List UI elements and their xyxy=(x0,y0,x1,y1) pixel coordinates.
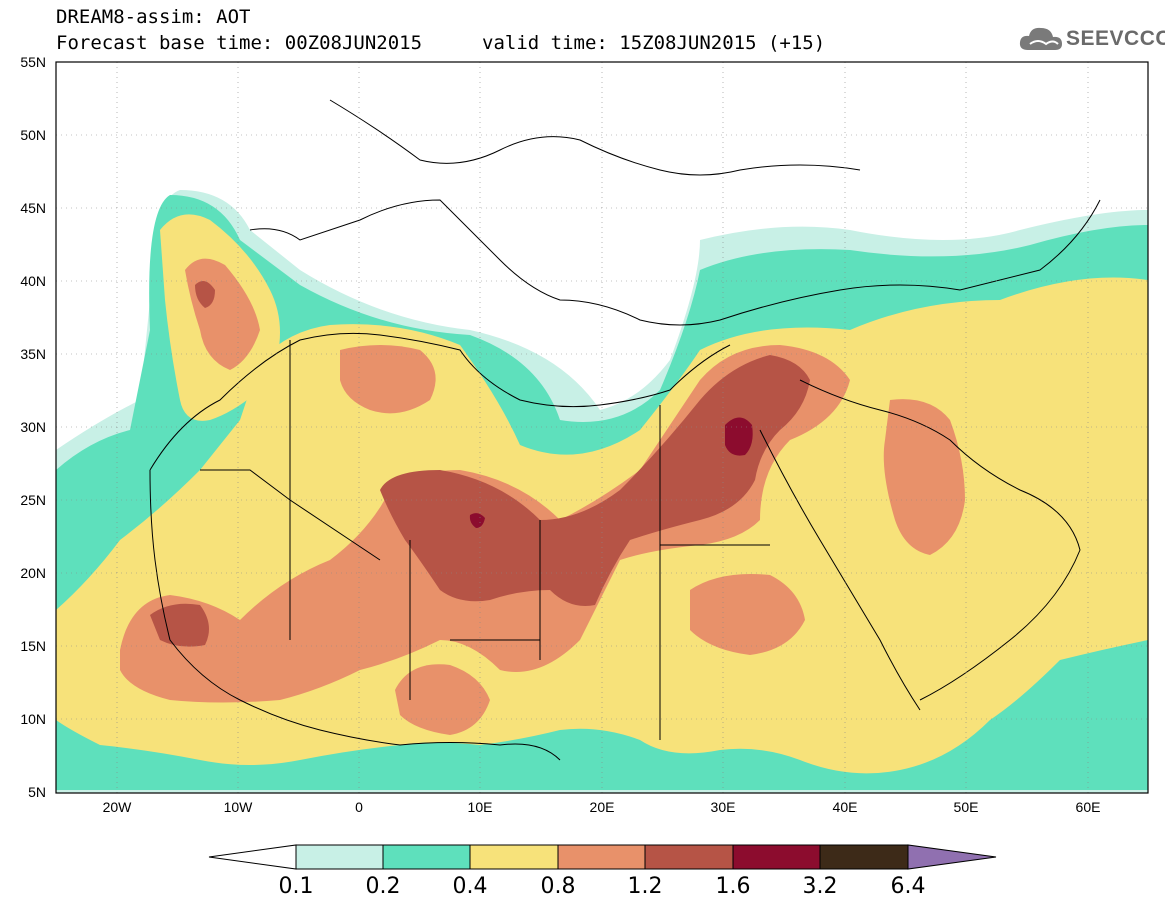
lon-tick-0: 0 xyxy=(355,799,363,815)
aot-contour-1.2-iberia xyxy=(195,281,215,308)
coastline-west-africa xyxy=(149,469,561,761)
aot-contour-1.2-senegal xyxy=(150,603,209,647)
lat-tick-45n: 45N xyxy=(20,200,46,216)
aot-contour-1.2 xyxy=(380,355,810,606)
colorbar-max-arrow xyxy=(907,844,997,870)
coastline-north-africa xyxy=(149,332,731,471)
country-borders xyxy=(149,99,1101,761)
lon-tick-20e: 20E xyxy=(590,799,615,815)
lon-tick-40e: 40E xyxy=(833,799,858,815)
colorbar-bin-1.2-1.6 xyxy=(644,844,734,870)
lon-tick-10w: 10W xyxy=(224,799,254,815)
gridlines xyxy=(56,62,1148,793)
colorbar-label-0.8: 0.8 xyxy=(541,874,576,899)
lat-tick-55n: 55N xyxy=(20,54,46,70)
colorbar-bin-0.2-0.4 xyxy=(382,844,471,870)
lat-tick-40n: 40N xyxy=(20,273,46,289)
lon-axis: 20W 10W 0 10E 20E 30E 40E 50E 60E xyxy=(103,799,1101,815)
lat-tick-15n: 15N xyxy=(20,638,46,654)
map-frame xyxy=(55,61,1149,794)
aot-contour-1.6-egypt xyxy=(725,417,753,456)
colorbar-label-1.6: 1.6 xyxy=(716,874,751,899)
aot-contour-0.8-algeria xyxy=(340,345,436,414)
colorbar-label-0.4: 0.4 xyxy=(453,874,488,899)
lat-axis: 55N 50N 45N 40N 35N 30N 25N 20N 15N 10N … xyxy=(20,54,46,800)
lon-tick-20w: 20W xyxy=(103,799,133,815)
colorbar-label-3.2: 3.2 xyxy=(803,874,838,899)
lat-tick-20n: 20N xyxy=(20,565,46,581)
border-sahara-2 xyxy=(200,469,661,740)
colorbar-label-6.4: 6.4 xyxy=(891,874,926,899)
colorbar: 0.1 0.2 0.4 0.8 1.2 1.6 3.2 6.4 xyxy=(208,844,997,899)
lat-tick-25n: 25N xyxy=(20,492,46,508)
colorbar-label-1.2: 1.2 xyxy=(628,874,663,899)
colorbar-label-0.2: 0.2 xyxy=(366,874,401,899)
valid-time: valid time: 15Z08JUN2015 (+15) xyxy=(482,32,826,54)
colorbar-bin-0.8-1.2 xyxy=(557,844,646,870)
title-line: DREAM8-assim: AOT xyxy=(56,6,251,28)
lat-tick-30n: 30N xyxy=(20,419,46,435)
colorbar-bin-0.4-0.8 xyxy=(469,844,559,870)
lon-tick-60e: 60E xyxy=(1076,799,1101,815)
colorbar-bin-0.1-0.2 xyxy=(295,844,384,870)
border-sahara-1 xyxy=(289,340,770,700)
seevccc-logo: SEEVCCC xyxy=(1018,24,1165,54)
forecast-base-time: Forecast base time: 00Z08JUN2015 xyxy=(56,32,423,54)
aot-contour-0.8-westafrica xyxy=(395,664,490,735)
border-europe xyxy=(329,99,861,176)
coastline-arabia xyxy=(799,379,1081,701)
aot-contour-0.8-sudan xyxy=(690,574,805,655)
cloud-icon xyxy=(1019,27,1062,50)
colorbar-label-0.1: 0.1 xyxy=(279,874,314,899)
lon-tick-30e: 30E xyxy=(711,799,736,815)
aot-contour-0.8-arabia xyxy=(883,399,965,555)
aot-contour-1.6-libya xyxy=(469,513,485,528)
colorbar-min-arrow xyxy=(208,844,297,870)
logo-text: SEEVCCC xyxy=(1066,27,1165,50)
lat-tick-35n: 35N xyxy=(20,346,46,362)
coastline-europe xyxy=(249,199,1101,326)
lat-tick-5n: 5N xyxy=(28,784,46,800)
lat-tick-50n: 50N xyxy=(20,127,46,143)
colorbar-bin-3.2-6.4 xyxy=(819,844,909,870)
coastline-red-sea xyxy=(759,429,921,711)
colorbar-bin-1.6-3.2 xyxy=(732,844,821,870)
lat-tick-10n: 10N xyxy=(20,711,46,727)
lon-tick-10e: 10E xyxy=(468,799,493,815)
lon-tick-50e: 50E xyxy=(954,799,979,815)
